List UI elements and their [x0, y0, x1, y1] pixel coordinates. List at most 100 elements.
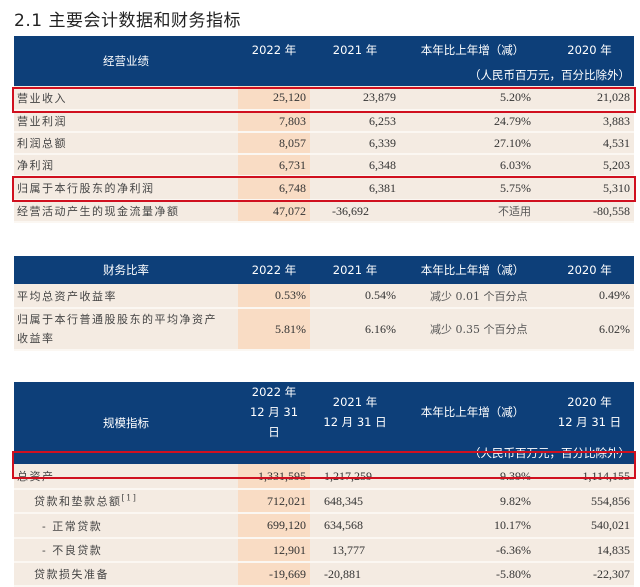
cell-2020: 21,028	[545, 86, 634, 111]
table-row: - 不良贷款 12,901 13,777 -6.36% 14,835	[14, 538, 634, 563]
cell-2022: 25,120	[238, 86, 310, 111]
cell-2021: 1,217,259	[310, 464, 400, 490]
header-2021: 2021 年 12 月 31 日	[310, 382, 400, 442]
cell-2021: -20,881	[310, 562, 400, 587]
row-label: 营业收入	[14, 86, 238, 111]
row-label: 归属于本行普通股股东的平均净资产 收益率	[14, 308, 238, 351]
table-row: 利润总额 8,057 6,339 27.10% 4,531	[14, 132, 634, 155]
operating-results-table: 经营业绩 2022 年 2021 年 本年比上年增（减） 2020 年 （人民币…	[14, 36, 634, 223]
cell-change: -6.36%	[400, 538, 545, 563]
scale-indicators-table: 规模指标 2022 年 12 月 31 日 2021 年 12 月 31 日 本…	[14, 382, 634, 587]
row-label: 净利润	[14, 154, 238, 177]
cell-2021: 6.16%	[310, 308, 400, 351]
header-2020-date: 12 月 31 日	[557, 415, 622, 429]
cell-change: 5.75%	[400, 176, 545, 201]
table-row: 归属于本行普通股股东的平均净资产 收益率 5.81% 6.16% 减少 0.35…	[14, 308, 634, 351]
table-row: 营业收入 25,120 23,879 5.20% 21,028	[14, 86, 634, 111]
cell-2022: 5.81%	[238, 308, 310, 351]
header-2020: 2020 年	[545, 256, 634, 284]
table-row: 贷款损失准备 -19,669 -20,881 -5.80% -22,307	[14, 562, 634, 587]
cell-2021: 6,381	[310, 176, 400, 201]
row-label: 贷款损失准备	[14, 562, 238, 587]
header-2022: 2022 年	[238, 36, 310, 63]
cell-change: 不适用	[400, 200, 545, 223]
header-2021: 2021 年	[310, 36, 400, 63]
cell-2022: 699,120	[238, 513, 310, 539]
cell-2022: 8,057	[238, 132, 310, 155]
header-2022: 2022 年 12 月 31 日	[238, 382, 310, 442]
row-label: 贷款和垫款总额[1]	[14, 489, 238, 514]
unit-note: （人民币百万元，百分比除外）	[238, 442, 634, 464]
row-label-line2: 收益率	[17, 332, 55, 345]
row-label: 归属于本行股东的净利润	[14, 176, 238, 201]
row-label: 平均总资产收益率	[14, 284, 238, 309]
table-row: 经营活动产生的现金流量净额 47,072 -36,692 不适用 -80,558	[14, 200, 634, 223]
cell-2022: 6,748	[238, 176, 310, 201]
cell-2020: 6.02%	[545, 308, 634, 351]
cell-change: 27.10%	[400, 132, 545, 155]
cell-2020: 1,114,155	[545, 464, 634, 490]
cell-change: -5.80%	[400, 562, 545, 587]
header-2020: 2020 年 12 月 31 日	[545, 382, 634, 442]
header-2021: 2021 年	[310, 256, 400, 284]
cell-2020: 4,531	[545, 132, 634, 155]
cell-2020: 554,856	[545, 489, 634, 514]
header-scale-indicators: 规模指标	[14, 382, 238, 464]
table-row: 平均总资产收益率 0.53% 0.54% 减少 0.01 个百分点 0.49%	[14, 284, 634, 309]
financial-ratios-table: 财务比率 2022 年 2021 年 本年比上年增（减） 2020 年 平均总资…	[14, 256, 634, 351]
cell-change: 9.39%	[400, 464, 545, 490]
row-label: 经营活动产生的现金流量净额	[14, 200, 238, 223]
header-change: 本年比上年增（减）	[400, 36, 545, 63]
table-row: 贷款和垫款总额[1] 712,021 648,345 9.82% 554,856	[14, 489, 634, 514]
header-financial-ratios: 财务比率	[14, 256, 238, 284]
cell-2021: 23,879	[310, 86, 400, 111]
header-2020-year: 2020 年	[567, 395, 612, 409]
cell-change: 10.17%	[400, 513, 545, 539]
cell-2022: 12,901	[238, 538, 310, 563]
cell-2021: 648,345	[310, 489, 400, 514]
cell-2022: 0.53%	[238, 284, 310, 309]
header-2022-date: 12 月 31 日	[249, 405, 299, 439]
cell-2020: 5,203	[545, 154, 634, 177]
table-row: 营业利润 7,803 6,253 24.79% 3,883	[14, 110, 634, 133]
row-label: 营业利润	[14, 110, 238, 133]
table-row: 净利润 6,731 6,348 6.03% 5,203	[14, 154, 634, 177]
cell-change: 6.03%	[400, 154, 545, 177]
cell-2022: -19,669	[238, 562, 310, 587]
cell-2021: -36,692	[310, 200, 400, 223]
cell-2021: 6,348	[310, 154, 400, 177]
cell-change: 减少 0.01 个百分点	[400, 284, 545, 309]
table-row: 总资产 1,331,595 1,217,259 9.39% 1,114,155	[14, 464, 634, 490]
header-2022-year: 2022 年	[251, 385, 297, 399]
cell-2020: 5,310	[545, 176, 634, 201]
header-2020: 2020 年	[545, 36, 634, 63]
cell-2022: 1,331,595	[238, 464, 310, 490]
cell-2020: -22,307	[545, 562, 634, 587]
cell-2021: 634,568	[310, 513, 400, 539]
row-label: - 正常贷款	[14, 513, 238, 539]
row-label: 总资产	[14, 464, 238, 490]
cell-2020: 14,835	[545, 538, 634, 563]
cell-change: 9.82%	[400, 489, 545, 514]
footnote-marker: [1]	[121, 493, 138, 503]
cell-change: 5.20%	[400, 86, 545, 111]
cell-2022: 47,072	[238, 200, 310, 223]
unit-note: （人民币百万元，百分比除外）	[238, 63, 634, 86]
row-label-line1: 归属于本行普通股股东的平均净资产	[17, 313, 217, 326]
cell-2022: 712,021	[238, 489, 310, 514]
cell-2021: 6,339	[310, 132, 400, 155]
cell-change: 24.79%	[400, 110, 545, 133]
header-2021-date: 12 月 31 日	[323, 415, 387, 429]
header-2021-year: 2021 年	[332, 395, 378, 409]
row-label-text: 贷款和垫款总额	[34, 495, 122, 508]
row-label: 利润总额	[14, 132, 238, 155]
cell-2021: 13,777	[310, 538, 400, 563]
cell-2020: 540,021	[545, 513, 634, 539]
cell-2021: 6,253	[310, 110, 400, 133]
cell-2022: 7,803	[238, 110, 310, 133]
section-title: 2.1 主要会计数据和财务指标	[14, 11, 241, 31]
cell-2022: 6,731	[238, 154, 310, 177]
row-label: - 不良贷款	[14, 538, 238, 563]
table-row: 归属于本行股东的净利润 6,748 6,381 5.75% 5,310	[14, 176, 634, 201]
table-row: - 正常贷款 699,120 634,568 10.17% 540,021	[14, 513, 634, 539]
